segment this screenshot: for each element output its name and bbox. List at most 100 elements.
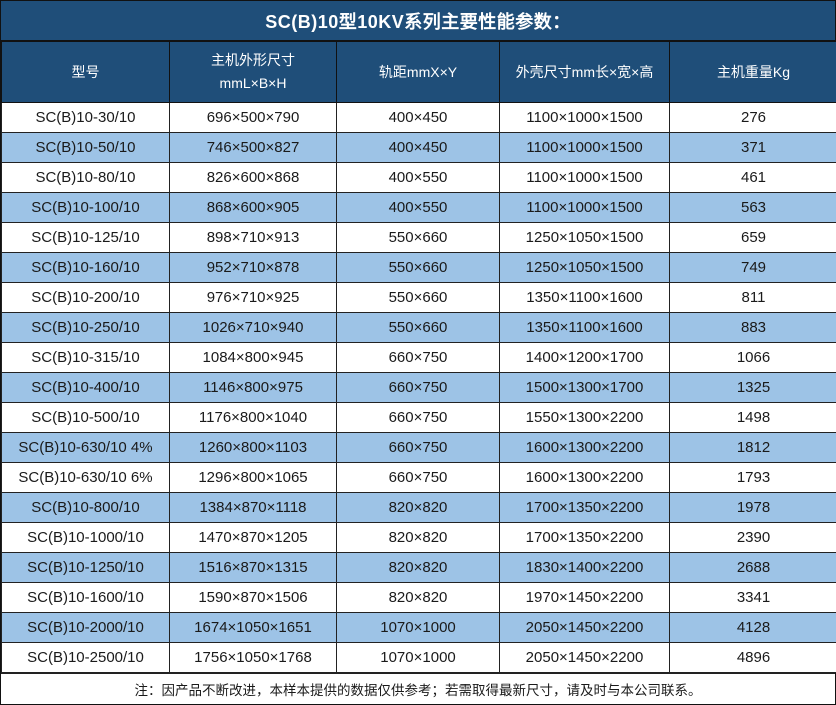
cell-weight: 2688 <box>669 551 836 583</box>
table-row: SC(B)10-1600/10 1590×870×1506 820×820 1970×… <box>1 581 836 613</box>
col-header-main-dimensions-line2: mmL×B×H <box>219 74 287 91</box>
cell-model: SC(B)10-315/10 <box>1 341 170 373</box>
cell-model: SC(B)10-630/10 4% <box>1 431 170 463</box>
cell-rail-gauge: 400×550 <box>336 191 500 223</box>
cell-model: SC(B)10-1000/10 <box>1 521 170 553</box>
cell-weight: 659 <box>669 221 836 253</box>
table-row: SC(B)10-50/10 746×500×827 400×450 1100×1000… <box>1 131 836 163</box>
cell-shell-dimensions: 1100×1000×1500 <box>499 101 670 133</box>
cell-model: SC(B)10-1250/10 <box>1 551 170 583</box>
cell-main-dimensions: 826×600×868 <box>169 161 337 193</box>
col-header-rail-gauge: 轨距mmX×Y <box>336 42 500 103</box>
cell-shell-dimensions: 1550×1300×2200 <box>499 401 670 433</box>
table-row: SC(B)10-80/10 826×600×868 400×550 1100×1000… <box>1 161 836 193</box>
table-row: SC(B)10-250/10 1026×710×940 550×660 1350×11… <box>1 311 836 343</box>
cell-rail-gauge: 660×750 <box>336 341 500 373</box>
cell-main-dimensions: 868×600×905 <box>169 191 337 223</box>
cell-rail-gauge: 660×750 <box>336 371 500 403</box>
cell-weight: 1793 <box>669 461 836 493</box>
cell-shell-dimensions: 1970×1450×2200 <box>499 581 670 613</box>
cell-model: SC(B)10-125/10 <box>1 221 170 253</box>
cell-main-dimensions: 1516×870×1315 <box>169 551 337 583</box>
cell-rail-gauge: 1070×1000 <box>336 641 500 673</box>
table-row: SC(B)10-2500/10 1756×1050×1768 1070×1000 20… <box>1 641 836 673</box>
cell-model: SC(B)10-80/10 <box>1 161 170 193</box>
cell-shell-dimensions: 1400×1200×1700 <box>499 341 670 373</box>
cell-weight: 461 <box>669 161 836 193</box>
cell-model: SC(B)10-2500/10 <box>1 641 170 673</box>
cell-shell-dimensions: 1250×1050×1500 <box>499 251 670 283</box>
cell-rail-gauge: 550×660 <box>336 221 500 253</box>
cell-shell-dimensions: 1100×1000×1500 <box>499 191 670 223</box>
cell-rail-gauge: 660×750 <box>336 401 500 433</box>
cell-main-dimensions: 1590×870×1506 <box>169 581 337 613</box>
table-row: SC(B)10-1250/10 1516×870×1315 820×820 1830×… <box>1 551 836 583</box>
cell-main-dimensions: 1026×710×940 <box>169 311 337 343</box>
table-row: SC(B)10-630/10 4% 1260×800×1103 660×750 160… <box>1 431 836 463</box>
cell-main-dimensions: 952×710×878 <box>169 251 337 283</box>
cell-shell-dimensions: 2050×1450×2200 <box>499 611 670 643</box>
cell-model: SC(B)10-2000/10 <box>1 611 170 643</box>
cell-main-dimensions: 1146×800×975 <box>169 371 337 403</box>
cell-rail-gauge: 550×660 <box>336 251 500 283</box>
cell-weight: 1812 <box>669 431 836 463</box>
cell-weight: 3341 <box>669 581 836 613</box>
cell-model: SC(B)10-800/10 <box>1 491 170 523</box>
cell-main-dimensions: 1260×800×1103 <box>169 431 337 463</box>
cell-shell-dimensions: 1100×1000×1500 <box>499 161 670 193</box>
cell-weight: 4128 <box>669 611 836 643</box>
cell-model: SC(B)10-200/10 <box>1 281 170 313</box>
cell-weight: 883 <box>669 311 836 343</box>
col-header-shell-dimensions: 外壳尺寸mm长×宽×高 <box>499 42 670 103</box>
cell-main-dimensions: 1296×800×1065 <box>169 461 337 493</box>
cell-model: SC(B)10-500/10 <box>1 401 170 433</box>
cell-rail-gauge: 400×550 <box>336 161 500 193</box>
cell-main-dimensions: 1756×1050×1768 <box>169 641 337 673</box>
cell-main-dimensions: 1176×800×1040 <box>169 401 337 433</box>
cell-weight: 276 <box>669 101 836 133</box>
table-row: SC(B)10-30/10 696×500×790 400×450 1100×1000… <box>1 101 836 133</box>
cell-weight: 1978 <box>669 491 836 523</box>
cell-shell-dimensions: 1700×1350×2200 <box>499 491 670 523</box>
footnote: 注：因产品不断改进，本样本提供的数据仅供参考；若需取得最新尺寸，请及时与本公司联… <box>1 672 835 704</box>
spec-table: 型号 主机外形尺寸 mmL×B×H 轨距mmX×Y 外壳尺寸mm长×宽×高 主机… <box>1 42 836 673</box>
cell-model: SC(B)10-30/10 <box>1 101 170 133</box>
cell-shell-dimensions: 1350×1100×1600 <box>499 281 670 313</box>
cell-model: SC(B)10-250/10 <box>1 311 170 343</box>
cell-main-dimensions: 1084×800×945 <box>169 341 337 373</box>
cell-rail-gauge: 820×820 <box>336 521 500 553</box>
cell-shell-dimensions: 1830×1400×2200 <box>499 551 670 583</box>
cell-weight: 2390 <box>669 521 836 553</box>
cell-weight: 4896 <box>669 641 836 673</box>
cell-shell-dimensions: 1350×1100×1600 <box>499 311 670 343</box>
col-header-main-dimensions-line1: 主机外形尺寸 <box>211 52 295 69</box>
cell-main-dimensions: 696×500×790 <box>169 101 337 133</box>
table-row: SC(B)10-630/10 6% 1296×800×1065 660×750 160… <box>1 461 836 493</box>
table-row: SC(B)10-125/10 898×710×913 550×660 1250×105… <box>1 221 836 253</box>
cell-model: SC(B)10-100/10 <box>1 191 170 223</box>
table-body: SC(B)10-30/10 696×500×790 400×450 1100×1000… <box>1 101 836 673</box>
cell-shell-dimensions: 1600×1300×2200 <box>499 431 670 463</box>
cell-shell-dimensions: 1700×1350×2200 <box>499 521 670 553</box>
cell-rail-gauge: 1070×1000 <box>336 611 500 643</box>
cell-rail-gauge: 820×820 <box>336 551 500 583</box>
cell-weight: 371 <box>669 131 836 163</box>
cell-shell-dimensions: 1250×1050×1500 <box>499 221 670 253</box>
cell-weight: 1066 <box>669 341 836 373</box>
cell-shell-dimensions: 1500×1300×1700 <box>499 371 670 403</box>
cell-shell-dimensions: 1600×1300×2200 <box>499 461 670 493</box>
cell-main-dimensions: 976×710×925 <box>169 281 337 313</box>
header-row: 型号 主机外形尺寸 mmL×B×H 轨距mmX×Y 外壳尺寸mm长×宽×高 主机… <box>1 42 836 103</box>
cell-rail-gauge: 820×820 <box>336 581 500 613</box>
cell-main-dimensions: 746×500×827 <box>169 131 337 163</box>
cell-weight: 1498 <box>669 401 836 433</box>
cell-shell-dimensions: 2050×1450×2200 <box>499 641 670 673</box>
table-row: SC(B)10-800/10 1384×870×1118 820×820 1700×1… <box>1 491 836 523</box>
cell-weight: 563 <box>669 191 836 223</box>
col-header-main-dimensions: 主机外形尺寸 mmL×B×H <box>169 42 337 103</box>
table-row: SC(B)10-100/10 868×600×905 400×550 1100×100… <box>1 191 836 223</box>
table-row: SC(B)10-400/10 1146×800×975 660×750 1500×13… <box>1 371 836 403</box>
table-row: SC(B)10-2000/10 1674×1050×1651 1070×1000 20… <box>1 611 836 643</box>
table-row: SC(B)10-315/10 1084×800×945 660×750 1400×12… <box>1 341 836 373</box>
